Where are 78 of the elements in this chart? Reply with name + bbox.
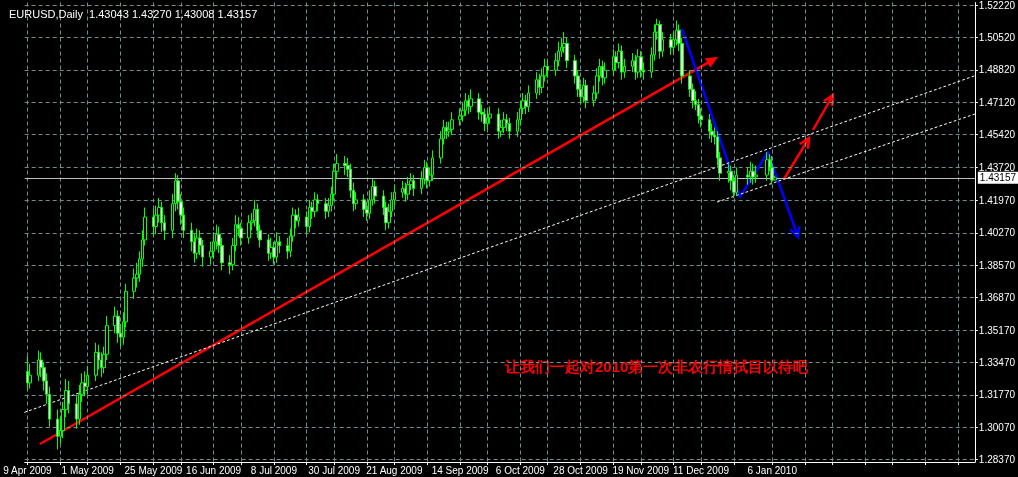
candlestick — [508, 117, 511, 140]
candlestick — [324, 197, 328, 220]
candlestick — [488, 105, 492, 125]
candlestick — [373, 180, 377, 205]
candlestick — [297, 206, 300, 228]
candlestick — [275, 231, 278, 264]
candlestick — [56, 409, 59, 451]
y-tick-label: 1.43720 — [978, 161, 1016, 173]
candlestick — [601, 60, 604, 86]
candlestick — [116, 309, 120, 344]
x-tick-label: 21 Aug 2009 — [366, 464, 423, 476]
y-tick-label: 1.35170 — [978, 324, 1016, 336]
chart-title: EURUSD,Daily 1.43043 1.43270 1.43008 1.43157 — [9, 7, 258, 20]
candlestick — [546, 60, 549, 79]
candlestick — [343, 155, 347, 176]
candlestick — [746, 166, 749, 186]
candlestick — [412, 174, 415, 197]
candlestick — [469, 88, 473, 113]
y-tick-label: 1.41970 — [978, 194, 1016, 206]
candlestick — [754, 165, 758, 184]
candlestick — [362, 193, 366, 218]
candlestick — [313, 191, 317, 218]
x-tick-label: 19 Nov 2009 — [612, 464, 670, 476]
y-tick-label: 1.36870 — [978, 292, 1016, 304]
y-tick-label: 1.47120 — [978, 96, 1016, 108]
candlestick — [132, 267, 136, 300]
candlestick — [669, 33, 673, 56]
candlestick — [749, 161, 752, 184]
candlestick — [502, 111, 506, 134]
candlestick — [152, 208, 155, 237]
candlestick — [658, 20, 662, 60]
x-tick-label: 30 Jul 2009 — [308, 464, 361, 476]
y-tick-label: 1.45420 — [978, 129, 1016, 141]
y-tick-label: 1.31770 — [978, 389, 1016, 401]
y-tick-label: 1.50520 — [978, 31, 1016, 43]
candlestick — [483, 107, 486, 132]
candlestick — [26, 355, 29, 391]
candlestick — [620, 44, 623, 81]
x-tick-label: 8 Jul 2009 — [250, 464, 298, 476]
y-tick-label: 1.28370 — [978, 454, 1016, 466]
candlestick — [308, 199, 311, 233]
y-tick-label: 1.48820 — [978, 64, 1016, 76]
x-tick-label: 16 Jun 2009 — [186, 464, 242, 476]
candlestick — [535, 71, 538, 100]
candlestick — [37, 349, 40, 382]
y-tick-label: 1.52220 — [978, 0, 1016, 11]
x-tick-label: 14 Sep 2009 — [431, 464, 489, 476]
candlestick — [406, 176, 410, 201]
candlestick — [612, 48, 615, 77]
candlestick — [751, 163, 755, 186]
candlestick — [401, 180, 404, 199]
candlestick — [450, 111, 454, 136]
candlestick — [195, 227, 199, 260]
candlestick — [458, 107, 462, 126]
candlestick — [486, 109, 489, 130]
candlestick — [639, 50, 643, 79]
y-tick-label: 1.40270 — [978, 227, 1016, 239]
candlestick — [603, 62, 607, 85]
x-tick-label: 9 Apr 2009 — [3, 464, 53, 476]
x-tick-label: 6 Jan 2010 — [747, 464, 798, 476]
candlestick — [497, 107, 500, 140]
x-tick-label: 11 Dec 2009 — [673, 464, 730, 476]
candlestick — [94, 342, 98, 382]
y-tick-label: 1.38570 — [978, 259, 1016, 271]
candlestick — [708, 113, 711, 140]
y-tick-label: 1.33470 — [978, 356, 1016, 368]
candlestick — [527, 84, 530, 113]
candlestick — [86, 365, 89, 395]
candlestick — [477, 92, 481, 121]
x-tick-label: 28 Oct 2009 — [553, 464, 609, 476]
x-tick-label: 6 Oct 2009 — [495, 464, 546, 476]
candlestick — [735, 166, 738, 197]
y-tick-label: 1.30070 — [978, 421, 1016, 433]
x-tick-label: 25 May 2009 — [124, 464, 183, 476]
ref-line-label: 1.43157 — [979, 172, 1017, 184]
candlestick — [247, 214, 251, 245]
candlestick — [267, 233, 270, 262]
x-tick-label: 1 May 2009 — [61, 464, 115, 476]
